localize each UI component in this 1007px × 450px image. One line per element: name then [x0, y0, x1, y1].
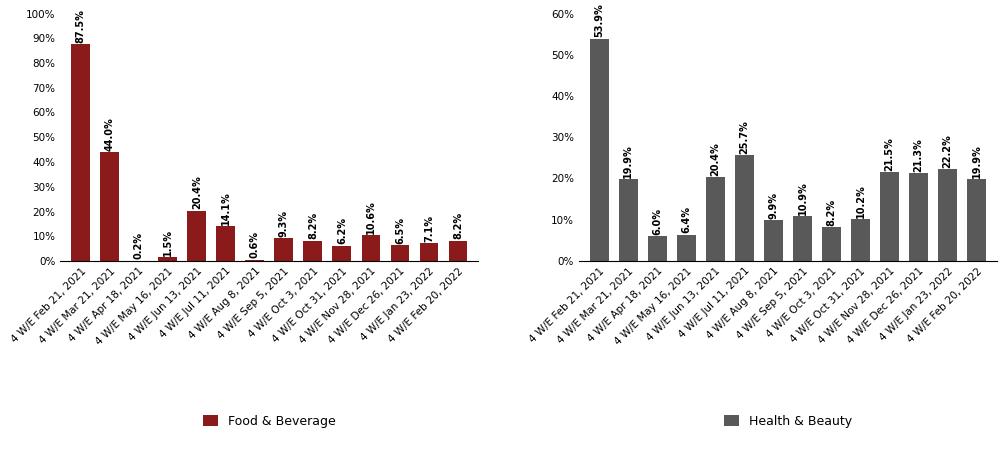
Bar [332, 246, 351, 261]
Bar [101, 152, 119, 261]
Text: 19.9%: 19.9% [623, 144, 633, 178]
Bar [822, 227, 841, 261]
Text: 7.1%: 7.1% [424, 215, 434, 242]
Text: 19.9%: 19.9% [972, 144, 982, 178]
Bar [677, 234, 696, 261]
Bar [735, 155, 754, 261]
Bar [939, 170, 957, 261]
Bar [909, 173, 928, 261]
Text: 0.2%: 0.2% [134, 232, 144, 259]
Text: 9.9%: 9.9% [768, 192, 778, 219]
Text: 25.7%: 25.7% [739, 120, 749, 154]
Text: 6.4%: 6.4% [682, 207, 692, 234]
Bar [303, 241, 322, 261]
Bar [246, 260, 264, 261]
Text: 14.1%: 14.1% [221, 191, 231, 225]
Bar [448, 241, 467, 261]
Text: 8.2%: 8.2% [827, 199, 837, 226]
Text: 10.9%: 10.9% [798, 181, 808, 215]
Bar [764, 220, 782, 261]
Text: 6.0%: 6.0% [653, 208, 663, 235]
Bar [851, 219, 870, 261]
Bar [619, 179, 637, 261]
Text: 6.2%: 6.2% [337, 217, 347, 244]
Text: 8.2%: 8.2% [308, 212, 318, 239]
Text: 10.2%: 10.2% [856, 184, 866, 218]
Bar [880, 172, 899, 261]
Bar [967, 179, 986, 261]
Bar [590, 39, 609, 261]
Bar [158, 257, 177, 261]
Text: 20.4%: 20.4% [710, 142, 720, 176]
Legend: Food & Beverage: Food & Beverage [198, 410, 340, 433]
Text: 1.5%: 1.5% [163, 229, 173, 256]
Legend: Health & Beauty: Health & Beauty [719, 410, 857, 433]
Text: 0.6%: 0.6% [250, 231, 260, 258]
Bar [794, 216, 812, 261]
Text: 8.2%: 8.2% [453, 212, 463, 239]
Text: 10.6%: 10.6% [366, 200, 376, 234]
Text: 44.0%: 44.0% [105, 117, 115, 151]
Bar [706, 177, 725, 261]
Text: 22.2%: 22.2% [943, 135, 953, 168]
Text: 9.3%: 9.3% [279, 210, 289, 237]
Bar [362, 235, 381, 261]
Bar [275, 238, 293, 261]
Bar [217, 226, 236, 261]
Bar [187, 211, 206, 261]
Bar [420, 243, 438, 261]
Text: 87.5%: 87.5% [76, 9, 86, 43]
Text: 21.3%: 21.3% [913, 138, 923, 172]
Text: 6.5%: 6.5% [395, 217, 405, 244]
Text: 20.4%: 20.4% [191, 176, 201, 209]
Bar [391, 245, 410, 261]
Text: 21.5%: 21.5% [884, 137, 894, 171]
Bar [71, 45, 91, 261]
Text: 53.9%: 53.9% [594, 4, 604, 37]
Bar [648, 236, 667, 261]
